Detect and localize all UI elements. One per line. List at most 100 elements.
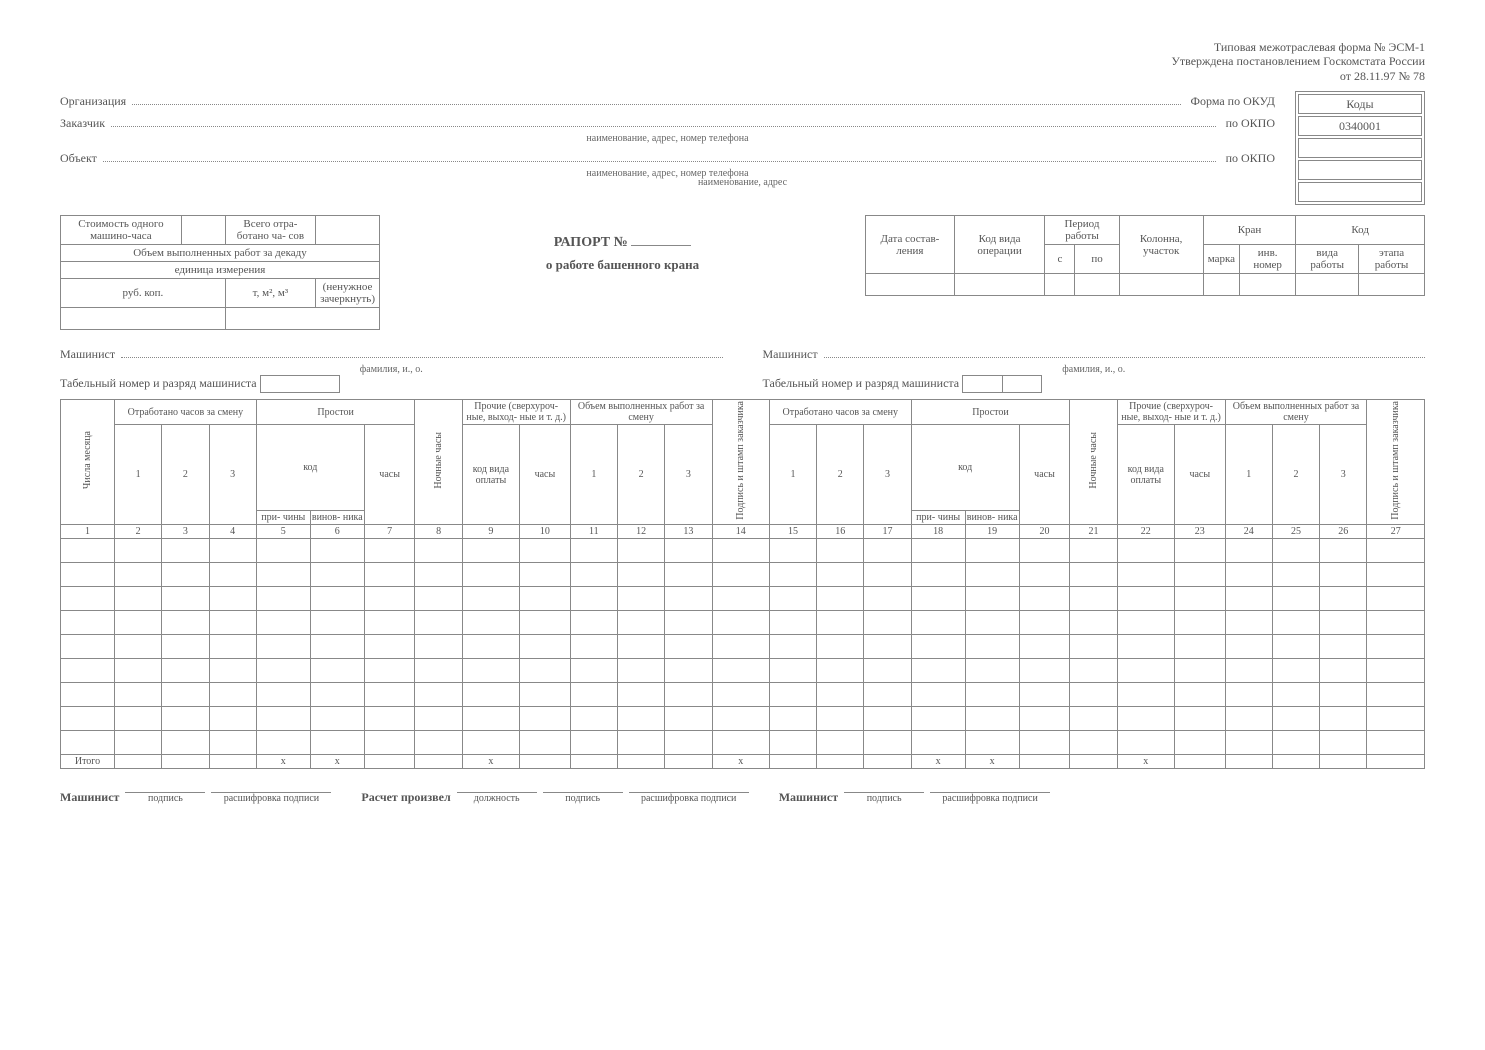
table-cell bbox=[570, 586, 617, 610]
table-cell bbox=[1367, 658, 1425, 682]
table-cell bbox=[61, 634, 115, 658]
table-cell bbox=[1367, 706, 1425, 730]
right-box: Дата состав- ления Код вида операции Пер… bbox=[865, 215, 1425, 330]
title-line2: о работе башенного крана bbox=[400, 257, 845, 273]
org-line bbox=[132, 91, 1180, 105]
r-inv bbox=[1240, 274, 1296, 296]
h-v2-l: 2 bbox=[617, 425, 664, 525]
customer-row: Заказчик по ОКПО bbox=[60, 113, 1275, 131]
h-ohours-r: часы bbox=[1174, 425, 1225, 525]
crane-label: Кран bbox=[1203, 216, 1296, 245]
table-cell bbox=[162, 682, 209, 706]
table-cell bbox=[570, 562, 617, 586]
table-cell bbox=[310, 706, 364, 730]
volume-label: Объем выполненных работ за декаду bbox=[61, 245, 380, 262]
table-cell bbox=[1320, 706, 1367, 730]
table-cell bbox=[61, 682, 115, 706]
table-cell bbox=[520, 610, 571, 634]
table-cell bbox=[769, 682, 816, 706]
table-cell bbox=[817, 634, 864, 658]
table-cell bbox=[570, 706, 617, 730]
cost-label: Стоимость одного машино-часа bbox=[61, 216, 182, 245]
okud-label: Форма по ОКУД bbox=[1191, 94, 1275, 109]
table-cell bbox=[1117, 730, 1174, 754]
table-cell bbox=[1320, 682, 1367, 706]
table-cell bbox=[415, 634, 462, 658]
table-cell bbox=[462, 730, 519, 754]
form-line3: от 28.11.97 № 78 bbox=[60, 69, 1425, 83]
table-cell bbox=[209, 658, 256, 682]
table-cell bbox=[462, 706, 519, 730]
table-cell bbox=[617, 634, 664, 658]
table-cell bbox=[162, 562, 209, 586]
table-cell bbox=[1070, 706, 1117, 730]
table-cell bbox=[665, 610, 712, 634]
table-cell bbox=[570, 730, 617, 754]
table-cell bbox=[1117, 706, 1174, 730]
h-w1-l: 1 bbox=[115, 425, 162, 525]
table-cell bbox=[1070, 610, 1117, 634]
table-cell bbox=[364, 658, 415, 682]
table-cell bbox=[769, 610, 816, 634]
total-cell bbox=[316, 216, 380, 245]
period-from: с bbox=[1045, 245, 1075, 274]
table-cell bbox=[462, 538, 519, 562]
table-cell bbox=[911, 562, 965, 586]
h-night-l: Ночные часы bbox=[433, 432, 444, 489]
h-downtime-l: Простои bbox=[256, 400, 415, 425]
h-w1-r: 1 bbox=[769, 425, 816, 525]
left-box: Стоимость одного машино-часа Всего отра-… bbox=[60, 215, 380, 330]
table-cell bbox=[209, 706, 256, 730]
table-cell bbox=[1174, 706, 1225, 730]
table-cell bbox=[364, 706, 415, 730]
table-cell bbox=[1019, 634, 1070, 658]
table-cell bbox=[864, 682, 911, 706]
table-cell bbox=[1070, 682, 1117, 706]
table-cell bbox=[864, 586, 911, 610]
table-cell bbox=[911, 538, 965, 562]
table-cell bbox=[462, 682, 519, 706]
table-cell bbox=[1019, 658, 1070, 682]
table-row bbox=[61, 562, 1425, 586]
footer-row: Машинист подпись расшифровка подписи Рас… bbox=[60, 779, 1425, 805]
unit-label: единица измерения bbox=[61, 262, 380, 279]
table-cell bbox=[1225, 538, 1272, 562]
h-date: Числа месяца bbox=[82, 431, 93, 489]
table-cell bbox=[1019, 562, 1070, 586]
table-cell bbox=[115, 634, 162, 658]
table-cell bbox=[520, 538, 571, 562]
table-cell bbox=[1070, 634, 1117, 658]
table-cell bbox=[1117, 682, 1174, 706]
org-label: Организация bbox=[60, 94, 126, 109]
table-cell bbox=[1272, 682, 1319, 706]
report-number-line bbox=[631, 245, 691, 246]
table-cell bbox=[817, 538, 864, 562]
table-cell bbox=[1019, 586, 1070, 610]
table-cell bbox=[61, 562, 115, 586]
table-cell bbox=[162, 610, 209, 634]
codes-box: Коды 0340001 bbox=[1295, 91, 1425, 205]
table-cell bbox=[115, 658, 162, 682]
h-worked-r: Отработано часов за смену bbox=[769, 400, 911, 425]
machinist-line-l bbox=[121, 344, 722, 358]
h-v3-l: 3 bbox=[665, 425, 712, 525]
table-cell bbox=[617, 610, 664, 634]
okpo2-label: по ОКПО bbox=[1226, 151, 1275, 166]
r-op bbox=[954, 274, 1045, 296]
table-cell bbox=[1272, 634, 1319, 658]
h-w2-r: 2 bbox=[817, 425, 864, 525]
table-cell bbox=[1272, 562, 1319, 586]
table-cell bbox=[769, 634, 816, 658]
table-cell bbox=[617, 706, 664, 730]
table-cell bbox=[1272, 586, 1319, 610]
codes-title: Коды bbox=[1298, 94, 1422, 114]
r-cwork bbox=[1296, 274, 1359, 296]
h-w3-l: 3 bbox=[209, 425, 256, 525]
table-cell bbox=[665, 706, 712, 730]
table-cell bbox=[256, 730, 310, 754]
table-cell bbox=[364, 730, 415, 754]
table-cell bbox=[965, 586, 1019, 610]
table-cell bbox=[1225, 730, 1272, 754]
table-cell bbox=[1174, 610, 1225, 634]
table-cell bbox=[1367, 634, 1425, 658]
